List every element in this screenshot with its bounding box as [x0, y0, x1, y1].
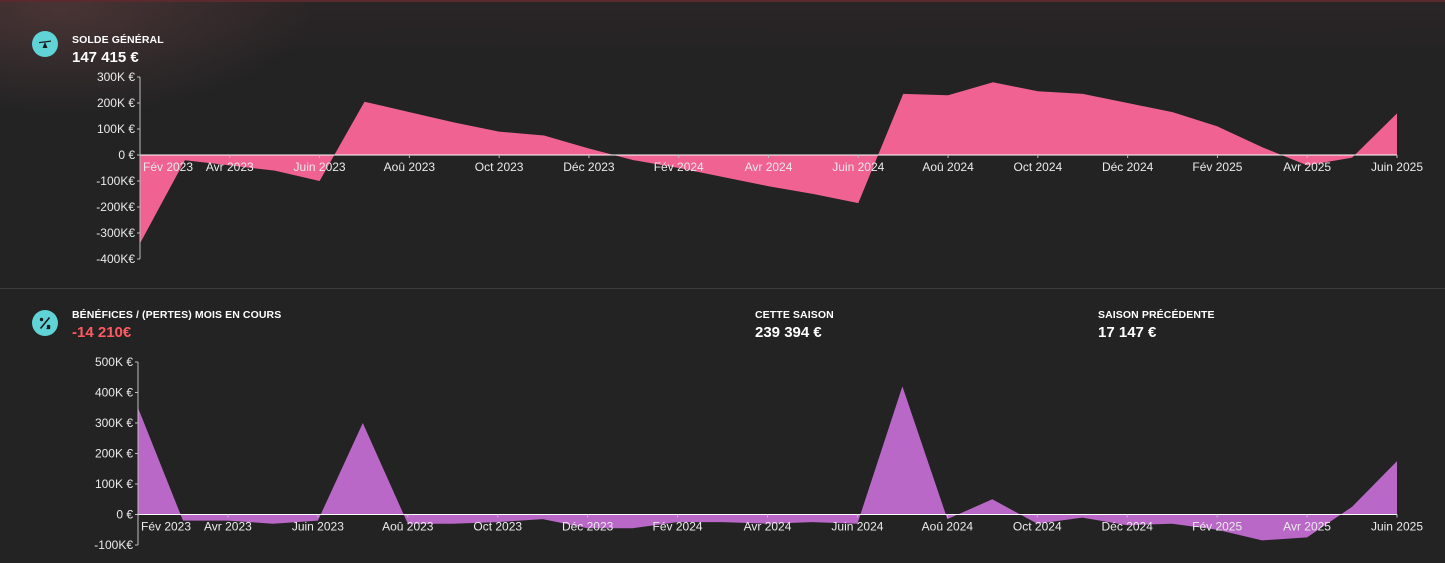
y-tick-label: 300K €	[97, 70, 135, 84]
y-tick-label: 200K €	[95, 447, 133, 461]
this-season-label: CETTE SAISON	[755, 309, 834, 321]
y-tick-label: -200K€	[96, 200, 135, 214]
x-tick-label: Déc 2023	[562, 520, 614, 534]
x-tick-label: Avr 2023	[206, 160, 254, 174]
x-tick-label: Aoû 2024	[922, 520, 974, 534]
x-tick-label: Oct 2023	[473, 520, 522, 534]
panel-divider	[0, 288, 1445, 289]
balance-panel: SOLDE GÉNÉRAL 147 415 € 300K € 200K € 100K…	[32, 31, 1423, 266]
x-tick-label: Avr 2024	[745, 160, 793, 174]
y-tick-label: 0 €	[118, 148, 135, 162]
balance-area-chart: 300K € 200K € 100K € 0 € -100K€ -200K€ -300K€ -…	[96, 70, 1423, 266]
x-tick-label: Juin 2023	[292, 520, 344, 534]
x-tick-label: Aoû 2023	[384, 160, 436, 174]
y-tick-label: -400K€	[96, 252, 135, 266]
x-tick-label: Oct 2023	[475, 160, 524, 174]
y-tick-label: 300K €	[95, 416, 133, 430]
x-tick-label: Juin 2023	[294, 160, 346, 174]
y-tick-label: -100K€	[94, 538, 133, 552]
scale-icon	[32, 31, 58, 57]
balance-label: SOLDE GÉNÉRAL	[72, 34, 164, 46]
y-tick-label: 100K €	[95, 477, 133, 491]
x-tick-label: Fév 2024	[654, 160, 704, 174]
prev-season-label: SAISON PRÉCÉDENTE	[1098, 309, 1215, 321]
balance-value: 147 415 €	[72, 49, 139, 66]
x-tick-label: Fév 2023	[141, 520, 191, 534]
x-tick-label: Avr 2025	[1283, 160, 1331, 174]
y-tick-label: 100K €	[97, 122, 135, 136]
area-series-profit	[138, 386, 1397, 541]
x-tick-label: Fév 2023	[143, 160, 193, 174]
area-series-balance	[140, 82, 1397, 244]
x-tick-label: Aoû 2023	[382, 520, 434, 534]
x-tick-label: Fév 2024	[653, 520, 703, 534]
y-tick-label: -100K€	[96, 174, 135, 188]
x-tick-label: Fév 2025	[1192, 160, 1242, 174]
this-season-value: 239 394 €	[755, 324, 822, 341]
x-tick-label: Juin 2024	[832, 160, 884, 174]
x-tick-label: Déc 2023	[563, 160, 615, 174]
x-tick-label: Juin 2024	[831, 520, 883, 534]
y-tick-label: 400K €	[95, 386, 133, 400]
x-tick-label: Juin 2025	[1371, 160, 1423, 174]
x-tick-label: Avr 2024	[744, 520, 792, 534]
profit-area-chart: 500K € 400K € 300K € 200K € 100K € 0 € -100K€ F…	[94, 355, 1423, 552]
profit-panel: BÉNÉFICES / (PERTES) MOIS EN COURS -14 2…	[0, 289, 1445, 563]
x-tick-label: Fév 2025	[1192, 520, 1242, 534]
x-tick-label: Juin 2025	[1371, 520, 1423, 534]
y-tick-label: -300K€	[96, 226, 135, 240]
x-tick-label: Aoû 2024	[922, 160, 974, 174]
x-tick-label: Déc 2024	[1102, 520, 1154, 534]
profit-value: -14 210€	[72, 324, 132, 341]
top-accent-line	[0, 0, 1445, 2]
profit-label: BÉNÉFICES / (PERTES) MOIS EN COURS	[72, 309, 282, 321]
x-tick-label: Avr 2025	[1283, 520, 1331, 534]
x-tick-label: Oct 2024	[1013, 520, 1062, 534]
prev-season-value: 17 147 €	[1098, 324, 1157, 341]
x-tick-label: Avr 2023	[204, 520, 252, 534]
x-tick-label: Oct 2024	[1014, 160, 1063, 174]
y-tick-label: 200K €	[97, 96, 135, 110]
percent-trend-icon	[32, 310, 58, 336]
y-tick-label: 0 €	[116, 508, 133, 522]
y-tick-label: 500K €	[95, 355, 133, 369]
x-tick-label: Déc 2024	[1102, 160, 1154, 174]
